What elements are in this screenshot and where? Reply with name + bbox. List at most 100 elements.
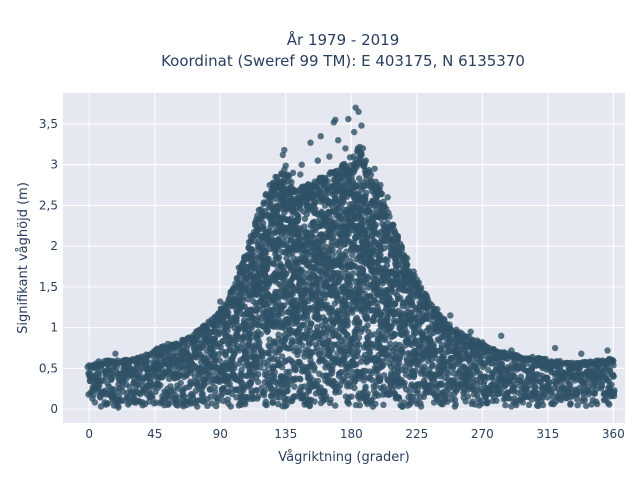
data-point [401,379,408,387]
data-point [276,346,284,353]
data-point [484,399,491,407]
data-point [287,397,295,405]
data-point [148,393,156,400]
data-point [172,391,179,399]
data-point [257,330,264,338]
data-point [226,333,233,341]
data-point [228,390,236,398]
data-point [215,329,223,337]
data-point [268,393,275,400]
data-point [307,339,315,347]
data-point [136,390,144,398]
data-point [254,378,262,386]
data-point [285,319,292,327]
data-point [301,223,308,230]
data-point [265,212,273,219]
data-point [391,330,398,338]
data-point [531,383,539,390]
data-point [263,266,271,273]
data-point [362,385,369,392]
data-point [269,399,277,406]
data-point [262,398,270,405]
data-point [343,330,350,338]
data-point [354,352,361,360]
data-point [234,327,242,334]
data-point [493,397,500,404]
data-point [203,324,211,332]
data-point [183,342,191,349]
data-point [324,178,331,185]
data-point [255,314,262,321]
data-point [332,402,339,409]
data-point [300,269,308,276]
data-point [212,402,220,410]
data-point [379,362,386,370]
data-point [309,233,316,240]
data-point [238,371,245,379]
data-point [97,403,105,410]
data-point [311,364,318,371]
data-point [329,366,336,373]
data-point [363,313,370,320]
data-point [224,327,231,335]
data-point [270,339,278,346]
data-point [429,363,436,370]
data-point [294,217,301,225]
chart-title-line-2: Koordinat (Sweref 99 TM): E 403175, N 61… [161,52,525,70]
data-point [278,178,286,185]
data-point [372,400,379,408]
data-point [281,281,288,288]
data-point [286,356,293,363]
data-point [356,318,363,326]
data-point [234,275,241,282]
data-point [294,327,302,334]
data-point [203,379,210,386]
data-point [581,396,589,404]
data-point [311,200,318,207]
data-point [100,390,107,397]
data-point [239,296,247,304]
data-point [305,388,313,395]
data-point [361,196,369,203]
data-point [329,251,337,258]
data-point [383,262,391,269]
data-point [311,218,318,226]
data-point [227,403,234,410]
data-point [248,252,256,260]
data-point [398,348,406,355]
data-point [318,346,325,353]
data-point [340,341,347,348]
data-point [404,261,411,268]
data-point [385,209,392,216]
data-points [84,104,618,411]
data-point [381,336,388,344]
data-point [281,358,288,366]
data-point [261,273,268,281]
data-point [517,373,525,380]
data-point [294,211,301,219]
data-point [91,399,99,406]
data-point [351,384,358,392]
data-point [510,384,518,391]
data-point [297,376,304,383]
data-point [498,361,505,368]
data-point [313,344,320,351]
data-point [206,385,214,393]
data-point [90,391,97,399]
data-point [280,302,288,309]
data-point [278,310,286,317]
data-point [269,311,276,319]
data-point [285,345,292,352]
data-point [314,311,321,319]
data-point [265,258,272,266]
data-point [248,395,255,403]
data-point [342,310,349,317]
data-point [152,351,159,359]
data-point [264,362,271,370]
data-point [451,403,459,410]
data-point [396,360,403,367]
data-point [290,207,297,215]
data-point [299,341,306,349]
data-point [239,379,246,387]
